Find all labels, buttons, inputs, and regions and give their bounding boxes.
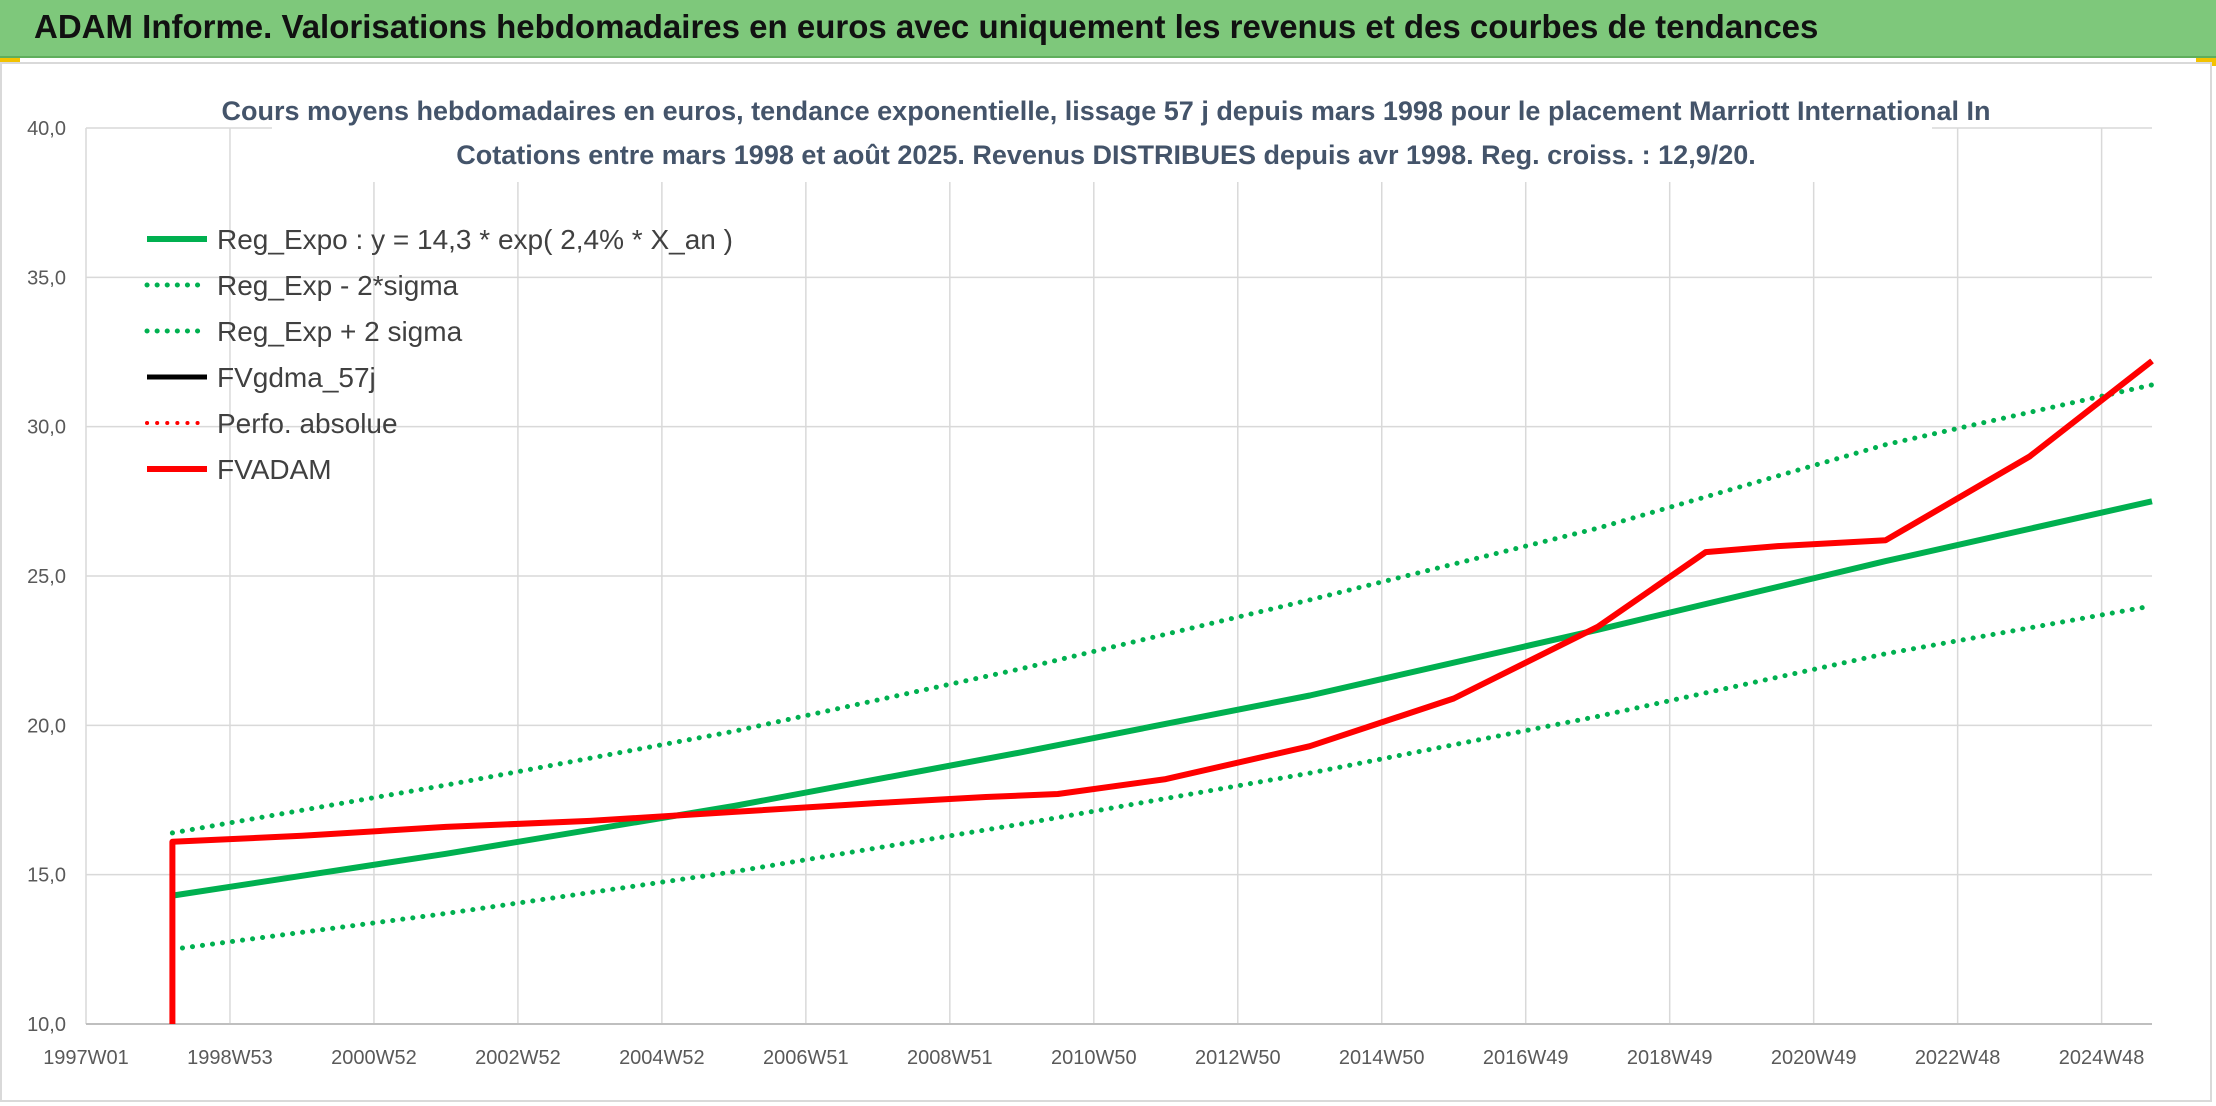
series-line-0 bbox=[171, 498, 2153, 899]
x-tick-label: 2020W49 bbox=[1771, 1047, 1857, 1069]
series-line-1 bbox=[169, 603, 2155, 952]
x-tick-label: 2016W49 bbox=[1483, 1047, 1569, 1069]
series-line-3 bbox=[172, 359, 2154, 845]
x-tick-label: 2014W50 bbox=[1339, 1047, 1425, 1069]
x-tick-label: 2018W49 bbox=[1627, 1047, 1713, 1069]
chart-title-line: Cours moyens hebdomadaires en euros, ten… bbox=[221, 96, 1990, 126]
x-tick-label: 2012W50 bbox=[1195, 1047, 1281, 1069]
report-title: ADAM Informe. Valorisations hebdomadaire… bbox=[34, 8, 1819, 45]
chart-title-line: Cotations entre mars 1998 et août 2025. … bbox=[456, 140, 1756, 170]
y-tick-label: 15,0 bbox=[27, 865, 66, 887]
chart-area: 10,0 15,0 20,0 25,0 30,0 35,0 40,0 1997W01 1998W… bbox=[0, 62, 2212, 1102]
x-tick-label: 2004W52 bbox=[619, 1047, 705, 1069]
series-line-5 bbox=[169, 358, 2154, 1024]
y-tick-label: 40,0 bbox=[27, 118, 66, 140]
x-tick-label: 2000W52 bbox=[331, 1047, 417, 1069]
x-tick-label: 2022W48 bbox=[1915, 1047, 2001, 1069]
line-chart: 10,0 15,0 20,0 25,0 30,0 35,0 40,0 1997W01 1998W… bbox=[27, 86, 2155, 1069]
x-tick-label: 1998W53 bbox=[187, 1047, 273, 1069]
legend-label: Perfo. absolue bbox=[217, 408, 398, 439]
x-tick-label: 2008W51 bbox=[907, 1047, 993, 1069]
x-tick-label: 2006W51 bbox=[763, 1047, 849, 1069]
report-banner: ADAM Informe. Valorisations hebdomadaire… bbox=[0, 0, 2216, 58]
x-tick-label: 2010W50 bbox=[1051, 1047, 1137, 1069]
series-line-2 bbox=[169, 382, 2155, 836]
x-tick-label: 2002W52 bbox=[475, 1047, 561, 1069]
x-tick-label: 2024W48 bbox=[2059, 1047, 2145, 1069]
x-tick-label: 1997W01 bbox=[43, 1047, 129, 1069]
y-tick-label: 20,0 bbox=[27, 715, 66, 737]
y-tick-label: 30,0 bbox=[27, 417, 66, 439]
legend-label: FVgdma_57j bbox=[217, 362, 376, 393]
legend-label: FVADAM bbox=[217, 454, 332, 485]
legend-label: Reg_Expo : y = 14,3 * exp( 2,4% * X_an ) bbox=[217, 224, 733, 255]
y-tick-label: 35,0 bbox=[27, 267, 66, 289]
legend-label: Reg_Exp + 2 sigma bbox=[217, 316, 463, 347]
chart-title-background bbox=[272, 86, 1932, 182]
y-tick-label: 10,0 bbox=[27, 1014, 66, 1036]
y-tick-label: 25,0 bbox=[27, 566, 66, 588]
legend-label: Reg_Exp - 2*sigma bbox=[217, 270, 459, 301]
